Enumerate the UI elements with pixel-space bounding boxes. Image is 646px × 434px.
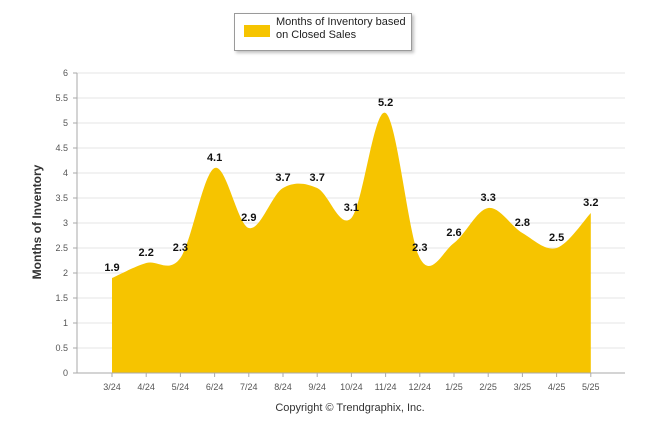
y-tick-label: 5 [63,118,68,128]
data-label: 1.9 [104,262,119,274]
y-tick-label: 5.5 [55,93,68,103]
legend: Months of Inventory based on Closed Sale… [234,13,412,51]
x-tick-label: 10/24 [340,382,363,392]
x-tick-label: 7/24 [240,382,258,392]
data-label: 2.8 [515,217,530,229]
data-label: 3.7 [275,172,290,184]
data-labels: 1.9 2.2 2.3 4.1 2.9 3.7 3.7 3.1 5.2 2.3 2.6 3.3 2.8 2… [104,97,598,274]
y-tick-label: 3.5 [55,193,68,203]
x-tick-label: 5/25 [582,382,600,392]
x-tick-label: 3/25 [514,382,532,392]
data-label: 4.1 [207,152,222,164]
data-label: 2.3 [173,242,188,254]
x-tick-label: 2/25 [479,382,497,392]
data-label: 2.6 [446,227,461,239]
y-axis-title: Months of Inventory [30,164,44,279]
data-label: 5.2 [378,97,393,109]
data-label: 2.5 [549,232,564,244]
data-label: 2.3 [412,242,427,254]
x-tick-label: 4/25 [548,382,566,392]
y-tick-label: 2 [63,268,68,278]
data-label: 2.9 [241,212,256,224]
legend-label: Months of Inventory based on Closed Sale… [276,16,406,41]
y-tick-label: 0 [63,368,68,378]
data-label: 3.3 [481,192,496,204]
area-series [112,112,591,374]
x-tick-label: 3/24 [103,382,121,392]
x-tick-label: 9/24 [308,382,326,392]
data-label: 2.2 [139,247,154,259]
y-tick-label: 4.5 [55,143,68,153]
y-tick-label: 1.5 [55,293,68,303]
y-axis-ticks: 0 0.5 1 1.5 2 2.5 3 3.5 4 4.5 5 5.5 6 [55,68,77,378]
x-tick-label: 12/24 [409,382,432,392]
data-label: 3.2 [583,197,598,209]
y-tick-label: 2.5 [55,243,68,253]
x-axis-ticks: 3/24 4/24 5/24 6/24 7/24 8/24 9/24 10/24 11/24 12… [103,373,600,392]
x-tick-label: 11/24 [375,382,397,392]
y-tick-label: 3 [63,218,68,228]
x-tick-label: 8/24 [274,382,292,392]
data-label: 3.1 [344,202,359,214]
y-tick-label: 4 [63,168,68,178]
copyright-text: Copyright © Trendgraphix, Inc. [275,402,425,414]
x-tick-label: 1/25 [445,382,463,392]
y-tick-label: 6 [63,68,68,78]
data-label: 3.7 [310,172,325,184]
x-tick-label: 5/24 [172,382,190,392]
legend-swatch [244,25,270,37]
x-tick-label: 4/24 [137,382,155,392]
y-tick-label: 0.5 [55,343,68,353]
x-tick-label: 6/24 [206,382,224,392]
area-fill [112,112,591,374]
y-tick-label: 1 [63,318,68,328]
